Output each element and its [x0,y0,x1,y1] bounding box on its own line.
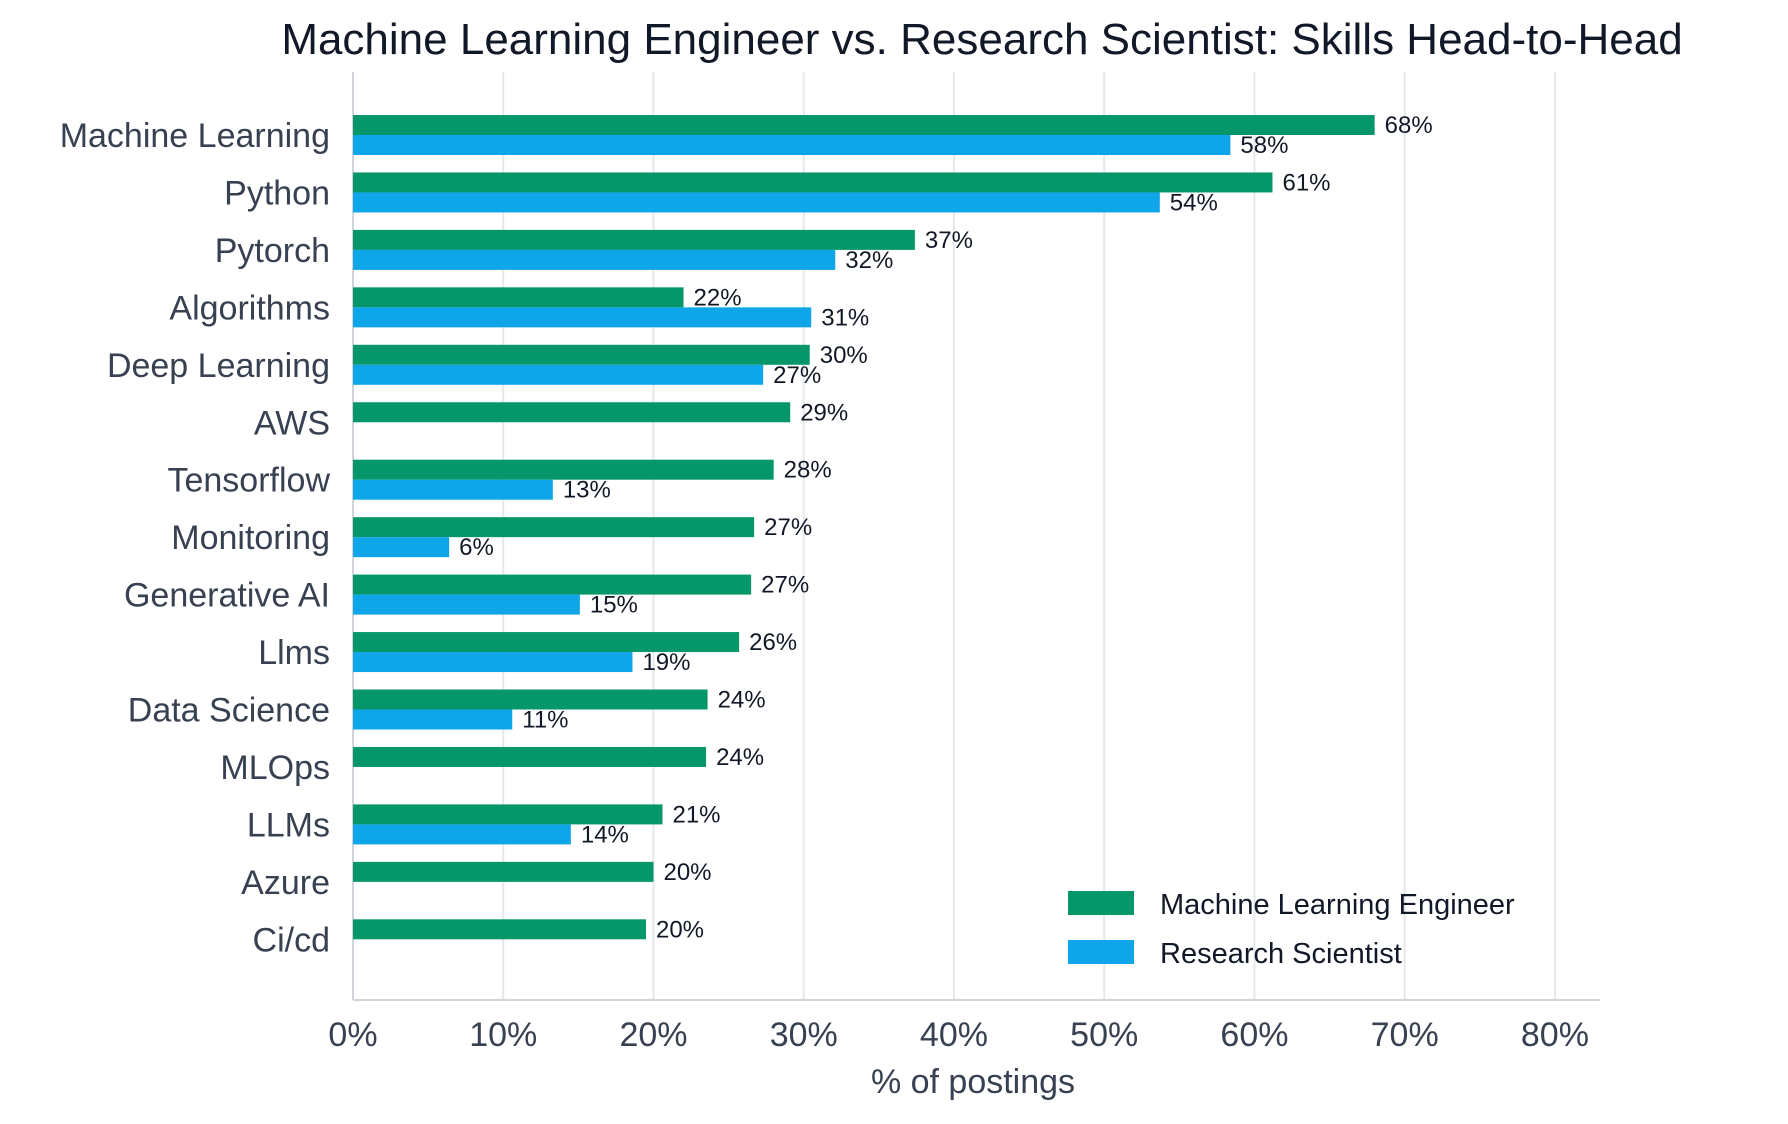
y-tick-label: Pytorch [215,232,330,270]
bar-mle [353,804,663,825]
bar-mle [353,402,791,423]
bar-value-label: 19% [642,649,690,676]
bar-value-label: 58% [1240,132,1288,159]
bar-mle [353,172,1273,193]
x-tick-label: 20% [619,1016,687,1054]
bar-mle [353,229,915,250]
bar-value-label: 21% [672,801,720,828]
legend-label-mle: Machine Learning Engineer [1160,889,1515,921]
bar-mle [353,861,654,882]
data-labels: 68%58%61%54%37%32%22%31%30%27%29%28%13%2… [459,112,1433,943]
bar-value-label: 61% [1282,169,1330,196]
y-tick-label: MLOps [220,749,330,787]
bar-value-label: 22% [694,284,742,311]
bar-value-label: 24% [716,744,764,771]
bar-mle [353,517,755,538]
y-tick-label: Llms [258,634,330,672]
bar-mle [353,115,1375,135]
bar-rs [353,594,580,615]
y-tick-label: Generative AI [124,577,330,615]
x-tick-label: 70% [1371,1016,1439,1054]
bar-mle [353,287,684,308]
bar-rs [353,537,450,558]
bar-value-label: 11% [522,707,568,734]
bar-rs [353,824,571,845]
axes: 0% 10% 20% 30% 40% 50% 60% 70% 80% Machine Learni… [60,72,1600,1054]
bar-mle [353,574,752,595]
bar-rs [353,709,513,730]
bar-rs [353,135,1231,155]
chart-title: Machine Learning Engineer vs. Research S… [281,15,1682,64]
y-tick-label: Tensorflow [167,462,330,500]
bar-value-label: 20% [663,859,711,886]
y-tick-label: Monitoring [171,519,330,557]
bar-value-label: 27% [764,514,812,541]
y-tick-label: Data Science [128,692,330,730]
y-tick-label: Python [224,174,330,212]
bar-value-label: 26% [749,629,797,656]
x-tick-label: 60% [1220,1016,1288,1054]
bar-mle [353,344,810,365]
x-tick-label: 50% [1070,1016,1138,1054]
x-tick-label: 30% [770,1016,838,1054]
bar-value-label: 37% [925,227,973,254]
y-tick-label: LLMs [247,806,330,844]
bar-value-label: 31% [821,304,869,331]
bar-value-label: 30% [820,342,868,369]
bar-value-label: 32% [845,247,893,274]
bar-mle [353,689,708,710]
bar-mle [353,919,646,940]
x-axis-label: % of postings [871,1063,1075,1101]
y-tick-label: Deep Learning [107,347,330,385]
grid-lines [352,72,1556,1000]
bar-value-label: 29% [800,399,848,426]
bar-mle [353,632,740,653]
y-tick-label: Azure [241,864,330,902]
bar-rs [353,249,836,270]
bar-value-label: 13% [563,477,611,504]
bar-value-label: 68% [1385,112,1433,139]
x-tick-label: 40% [920,1016,988,1054]
bar-value-label: 27% [761,572,809,599]
bar-rs [353,479,553,500]
bar-value-label: 24% [718,687,766,714]
bar-rs [353,307,812,328]
bar-value-label: 15% [590,592,638,619]
x-tick-label: 0% [328,1016,377,1054]
legend-swatch-mle [1068,891,1134,915]
y-tick-label: Algorithms [169,289,330,327]
bar-mle [353,746,707,767]
bar-value-label: 6% [459,534,494,561]
bars [353,115,1375,940]
bar-rs [353,192,1160,213]
legend: Machine Learning Engineer Research Scien… [1068,889,1515,970]
bar-value-label: 27% [773,362,821,389]
bar-value-label: 14% [581,821,629,848]
x-tick-label: 80% [1521,1016,1589,1054]
bar-value-label: 20% [656,916,704,943]
bar-rs [353,364,764,385]
bar-value-label: 28% [784,457,832,484]
bar-rs [353,652,633,673]
x-tick-label: 10% [469,1016,537,1054]
y-tick-label: AWS [254,404,330,442]
bar-value-label: 54% [1170,189,1218,216]
bar-mle [353,459,774,480]
legend-label-rs: Research Scientist [1160,938,1402,970]
y-tick-label: Ci/cd [253,921,330,959]
legend-swatch-rs [1068,940,1134,964]
y-tick-label: Machine Learning [60,117,330,155]
